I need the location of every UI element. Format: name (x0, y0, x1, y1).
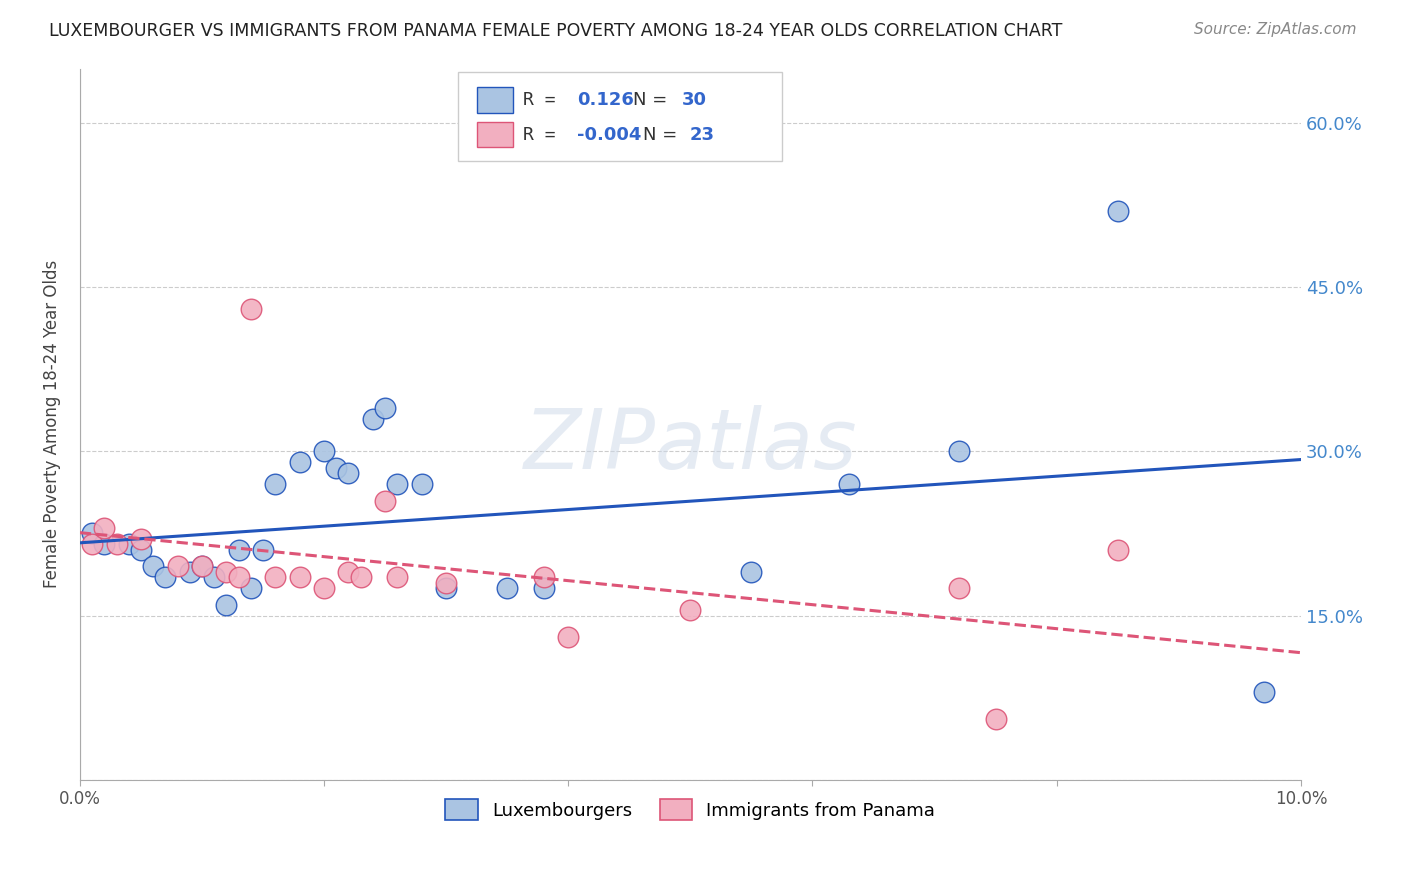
Text: 23: 23 (689, 126, 714, 144)
Point (411, 477, 433, 491)
Point (179, 565, 201, 579)
Text: 0.126: 0.126 (576, 91, 634, 109)
Text: R =: R = (523, 91, 567, 109)
Point (337, 565, 360, 579)
Point (533, 581, 555, 595)
Point (374, 493, 396, 508)
Point (387, 477, 409, 491)
Point (264, 570, 287, 584)
Point (93, 521, 115, 535)
Text: Source: ZipAtlas.com: Source: ZipAtlas.com (1194, 22, 1357, 37)
Point (1107, 542, 1129, 557)
Text: -0.004: -0.004 (576, 126, 641, 144)
Point (80, 537, 103, 551)
Point (679, 603, 702, 617)
Point (129, 532, 152, 546)
Point (80, 526, 103, 541)
Point (228, 570, 250, 584)
Point (533, 570, 555, 584)
Text: N =: N = (643, 126, 683, 144)
Text: N =: N = (633, 91, 673, 109)
Point (948, 581, 970, 595)
Point (142, 559, 165, 574)
Point (1253, 685, 1275, 699)
Point (288, 455, 311, 469)
Point (215, 565, 238, 579)
Point (312, 444, 335, 458)
Point (239, 581, 262, 595)
Text: ZIPatlas: ZIPatlas (523, 405, 858, 486)
Point (264, 477, 287, 491)
Point (312, 581, 335, 595)
Text: 30: 30 (682, 91, 707, 109)
Point (191, 559, 214, 574)
Point (191, 559, 214, 574)
Point (239, 302, 262, 317)
Legend: Luxembourgers, Immigrants from Panama: Luxembourgers, Immigrants from Panama (432, 785, 950, 835)
Point (496, 581, 519, 595)
Point (105, 537, 128, 551)
Point (228, 542, 250, 557)
Point (166, 559, 188, 574)
Point (202, 570, 225, 584)
Text: R =: R = (523, 126, 567, 144)
Point (740, 565, 762, 579)
FancyBboxPatch shape (458, 72, 782, 161)
FancyBboxPatch shape (477, 87, 513, 113)
Point (838, 477, 860, 491)
FancyBboxPatch shape (477, 121, 513, 147)
Point (337, 467, 360, 481)
Point (984, 713, 1007, 727)
Y-axis label: Female Poverty Among 18-24 Year Olds: Female Poverty Among 18-24 Year Olds (44, 260, 60, 588)
Point (948, 444, 970, 458)
Point (93, 537, 115, 551)
Point (1107, 203, 1129, 218)
Point (361, 411, 384, 425)
Point (325, 460, 347, 475)
Point (350, 570, 373, 584)
Text: LUXEMBOURGER VS IMMIGRANTS FROM PANAMA FEMALE POVERTY AMONG 18-24 YEAR OLDS CORR: LUXEMBOURGER VS IMMIGRANTS FROM PANAMA F… (49, 22, 1063, 40)
Point (434, 575, 457, 590)
Point (434, 581, 457, 595)
Point (129, 542, 152, 557)
Point (557, 631, 579, 645)
Point (374, 401, 396, 415)
Point (155, 570, 177, 584)
Point (387, 570, 409, 584)
Point (118, 537, 141, 551)
Point (215, 598, 238, 612)
Point (252, 542, 274, 557)
Point (288, 570, 311, 584)
